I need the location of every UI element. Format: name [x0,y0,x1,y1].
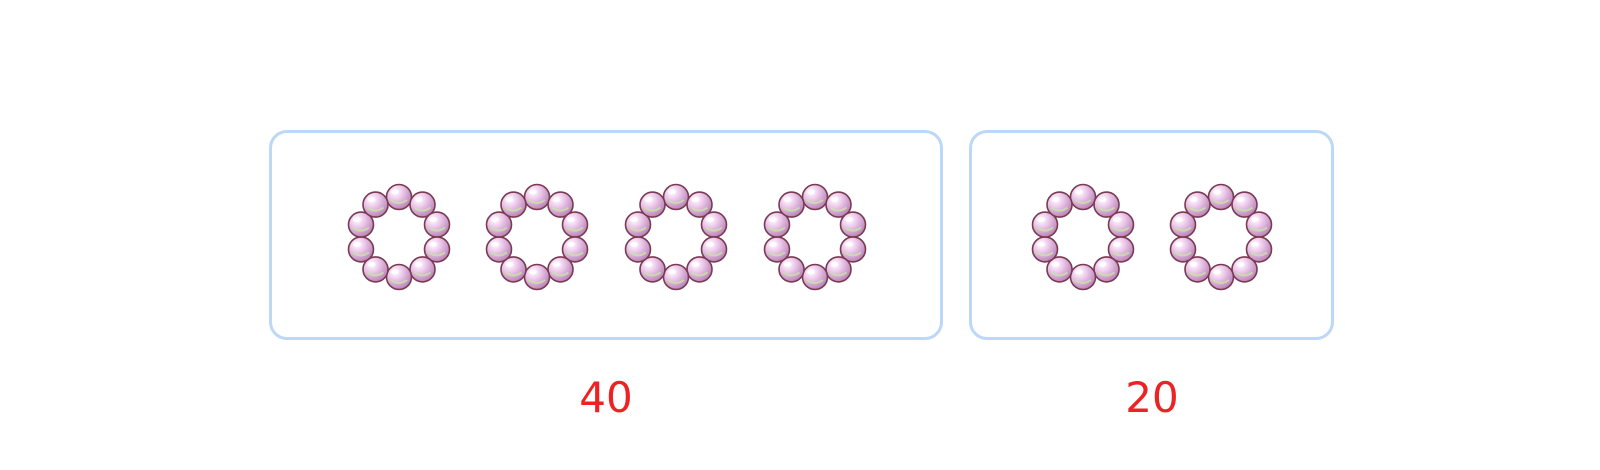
bead [347,236,375,263]
bead [423,236,451,263]
bead [485,211,513,238]
bead [1245,236,1273,263]
bead [825,256,852,283]
bead [385,183,413,211]
group-box-40 [269,130,943,340]
bead [500,191,527,218]
bead [561,211,589,238]
bead [1069,183,1097,211]
bead [1031,236,1059,263]
bead [1093,256,1120,283]
bead [500,256,527,283]
bead [1169,236,1197,263]
bead [1069,263,1097,291]
bead [385,263,413,291]
bead-bracelet-icon [485,183,589,291]
bead [485,236,513,263]
bead [1207,263,1235,291]
bead [700,236,728,263]
bead [639,256,666,283]
bead [1245,211,1273,238]
bead [1031,211,1059,238]
bead [547,256,574,283]
bead [686,256,713,283]
bead [624,236,652,263]
bead [1169,211,1197,238]
group-total-label-40: 40 [579,373,633,422]
bead [362,256,389,283]
bead [662,263,690,291]
bead-bracelet-icon [624,183,728,291]
bead-bracelet-icon [347,183,451,291]
bead [801,183,829,211]
group-box-20 [969,130,1334,340]
bead [763,236,791,263]
bead-bracelet-icon [763,183,867,291]
bead [362,191,389,218]
bead [1231,191,1258,218]
bead [624,211,652,238]
bead-bracelet-icon [1031,183,1135,291]
bead [778,256,805,283]
bead [839,211,867,238]
bead-bracelet-icon [1169,183,1273,291]
bead [1184,191,1211,218]
bead [1107,236,1135,263]
bead [423,211,451,238]
bead [409,256,436,283]
bead [763,211,791,238]
bead [347,211,375,238]
bead [523,263,551,291]
bead [801,263,829,291]
bead [839,236,867,263]
bead [409,191,436,218]
bead [1184,256,1211,283]
bead [825,191,852,218]
bead [561,236,589,263]
bead [1046,256,1073,283]
bead [1093,191,1120,218]
bead [700,211,728,238]
bead [686,191,713,218]
bead [1107,211,1135,238]
bead [523,183,551,211]
bead [639,191,666,218]
group-total-label-20: 20 [1125,373,1179,422]
bead [662,183,690,211]
bead [1207,183,1235,211]
bead [547,191,574,218]
bead [1231,256,1258,283]
bead [778,191,805,218]
bead [1046,191,1073,218]
